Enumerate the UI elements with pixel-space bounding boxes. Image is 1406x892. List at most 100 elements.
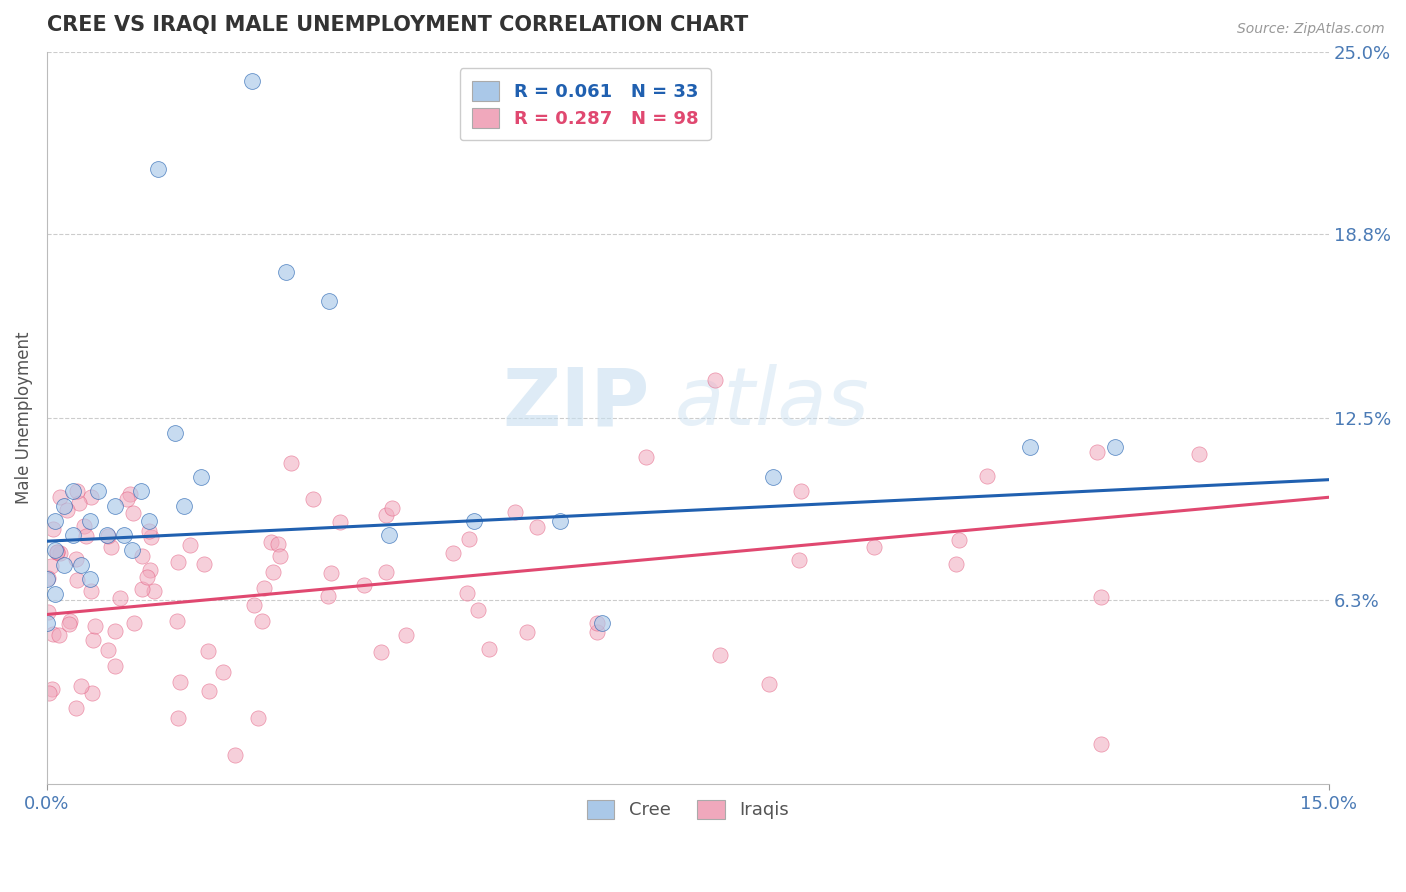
- Point: [79, 572, 101, 586]
- Point: [789, 552, 811, 566]
- Point: [56, 502, 79, 516]
- Point: [42, 522, 65, 536]
- Text: Source: ZipAtlas.com: Source: ZipAtlas.com: [1237, 22, 1385, 37]
- Point: [70, 679, 93, 693]
- Point: [179, 538, 201, 552]
- Point: [53, 558, 76, 572]
- Y-axis label: Male Unemployment: Male Unemployment: [15, 332, 32, 504]
- Point: [242, 598, 264, 612]
- Point: [395, 628, 418, 642]
- Point: [591, 616, 613, 631]
- Point: [458, 532, 481, 546]
- Point: [586, 615, 609, 630]
- Point: [46, 545, 69, 559]
- Point: [122, 615, 145, 630]
- Point: [709, 648, 731, 662]
- Point: [103, 624, 125, 638]
- Point: [478, 641, 501, 656]
- Point: [1018, 441, 1040, 455]
- Point: [167, 711, 190, 725]
- Point: [48, 628, 70, 642]
- Point: [945, 557, 967, 571]
- Point: [100, 541, 122, 555]
- Point: [62, 528, 84, 542]
- Point: [165, 425, 187, 440]
- Point: [758, 677, 780, 691]
- Point: [503, 505, 526, 519]
- Point: [167, 555, 190, 569]
- Point: [44, 543, 66, 558]
- Point: [374, 508, 396, 522]
- Legend: Cree, Iraqis: Cree, Iraqis: [579, 792, 796, 827]
- Point: [197, 643, 219, 657]
- Point: [66, 573, 89, 587]
- Point: [353, 578, 375, 592]
- Point: [75, 529, 97, 543]
- Point: [39, 559, 62, 574]
- Point: [35, 572, 58, 586]
- Point: [240, 74, 263, 88]
- Point: [166, 615, 188, 629]
- Point: [1090, 737, 1112, 751]
- Point: [198, 683, 221, 698]
- Point: [193, 558, 215, 572]
- Point: [319, 566, 342, 581]
- Point: [118, 487, 141, 501]
- Point: [37, 605, 59, 619]
- Point: [262, 566, 284, 580]
- Point: [463, 514, 485, 528]
- Point: [318, 293, 340, 308]
- Point: [129, 484, 152, 499]
- Point: [280, 456, 302, 470]
- Point: [526, 520, 548, 534]
- Point: [65, 552, 87, 566]
- Point: [267, 537, 290, 551]
- Point: [146, 162, 169, 177]
- Point: [44, 514, 66, 528]
- Point: [318, 589, 340, 603]
- Point: [87, 484, 110, 499]
- Point: [53, 499, 76, 513]
- Point: [104, 499, 127, 513]
- Point: [467, 603, 489, 617]
- Point: [58, 617, 80, 632]
- Point: [173, 499, 195, 513]
- Point: [136, 570, 159, 584]
- Point: [634, 450, 657, 465]
- Text: atlas: atlas: [675, 365, 870, 442]
- Point: [65, 701, 87, 715]
- Point: [97, 643, 120, 657]
- Text: CREE VS IRAQI MALE UNEMPLOYMENT CORRELATION CHART: CREE VS IRAQI MALE UNEMPLOYMENT CORRELAT…: [46, 15, 748, 35]
- Point: [82, 686, 104, 700]
- Point: [66, 484, 89, 499]
- Point: [46, 545, 69, 559]
- Point: [121, 506, 143, 520]
- Point: [276, 264, 298, 278]
- Point: [377, 528, 399, 542]
- Point: [37, 571, 59, 585]
- Point: [370, 645, 392, 659]
- Point: [97, 529, 120, 543]
- Point: [441, 546, 464, 560]
- Point: [138, 524, 160, 539]
- Point: [84, 618, 107, 632]
- Point: [548, 514, 571, 528]
- Point: [131, 582, 153, 596]
- Point: [121, 543, 143, 558]
- Point: [516, 624, 538, 639]
- Point: [586, 624, 609, 639]
- Point: [108, 591, 131, 605]
- Point: [41, 682, 63, 697]
- Point: [139, 530, 162, 544]
- Point: [59, 614, 82, 628]
- Point: [48, 546, 70, 560]
- Point: [79, 514, 101, 528]
- Point: [117, 492, 139, 507]
- Point: [253, 581, 276, 595]
- Point: [42, 627, 65, 641]
- Point: [62, 484, 84, 499]
- Point: [82, 632, 104, 647]
- Point: [112, 528, 135, 542]
- Point: [224, 748, 246, 763]
- Point: [70, 558, 93, 572]
